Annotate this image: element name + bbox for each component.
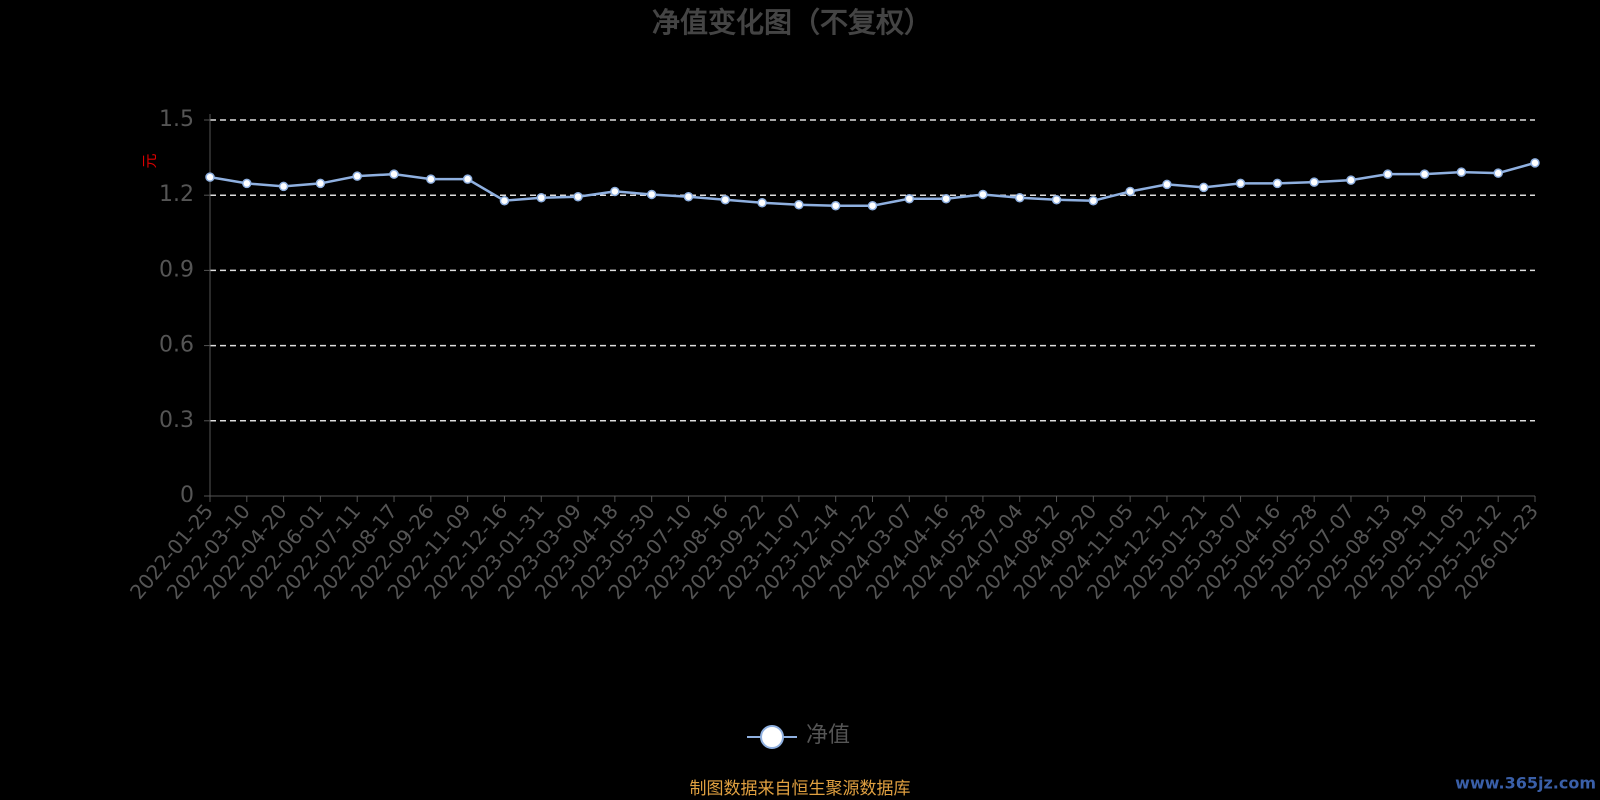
point bbox=[830, 200, 841, 211]
point bbox=[1419, 169, 1430, 179]
y-tick-label: 1.2 bbox=[159, 182, 194, 207]
y-tick-label: 0.3 bbox=[159, 408, 194, 433]
point bbox=[573, 191, 583, 202]
point bbox=[278, 181, 289, 192]
point bbox=[720, 194, 731, 205]
point bbox=[1125, 186, 1135, 197]
point bbox=[1309, 177, 1319, 187]
point bbox=[978, 189, 988, 200]
y-tick-label: 0.6 bbox=[159, 333, 194, 358]
y-tick-label: 1.5 bbox=[159, 107, 194, 132]
point bbox=[352, 171, 362, 181]
y-axis-label: 元 bbox=[141, 153, 159, 168]
point bbox=[683, 191, 694, 202]
point bbox=[610, 186, 620, 197]
watermark: www.365jz.com bbox=[1455, 774, 1596, 793]
point bbox=[499, 195, 510, 206]
point bbox=[1493, 168, 1503, 178]
point bbox=[904, 193, 915, 204]
point bbox=[1014, 192, 1025, 203]
legend-label[interactable]: 净值 bbox=[806, 723, 850, 748]
point bbox=[646, 189, 657, 200]
point bbox=[1383, 169, 1393, 179]
point bbox=[426, 174, 436, 184]
point bbox=[1051, 194, 1062, 205]
legend-marker bbox=[760, 725, 784, 749]
point bbox=[536, 192, 546, 203]
point bbox=[389, 169, 399, 179]
point bbox=[1199, 182, 1209, 193]
point bbox=[757, 197, 767, 208]
y-tick-label: 0.9 bbox=[159, 257, 194, 282]
point bbox=[941, 193, 951, 204]
point bbox=[242, 178, 252, 189]
point bbox=[794, 199, 804, 210]
point bbox=[867, 200, 878, 211]
point bbox=[315, 178, 326, 189]
point bbox=[1235, 178, 1246, 189]
chart-title: 净值变化图（不复权） bbox=[652, 6, 932, 39]
footer: 制图数据来自恒生聚源数据库 bbox=[690, 779, 911, 799]
point bbox=[1456, 167, 1467, 177]
point bbox=[1272, 178, 1283, 189]
point bbox=[205, 172, 215, 182]
point bbox=[1346, 175, 1356, 185]
y-tick-label: 0 bbox=[180, 483, 194, 508]
point bbox=[1530, 158, 1540, 168]
point bbox=[462, 174, 473, 184]
point bbox=[1088, 195, 1099, 206]
point bbox=[1162, 179, 1172, 190]
